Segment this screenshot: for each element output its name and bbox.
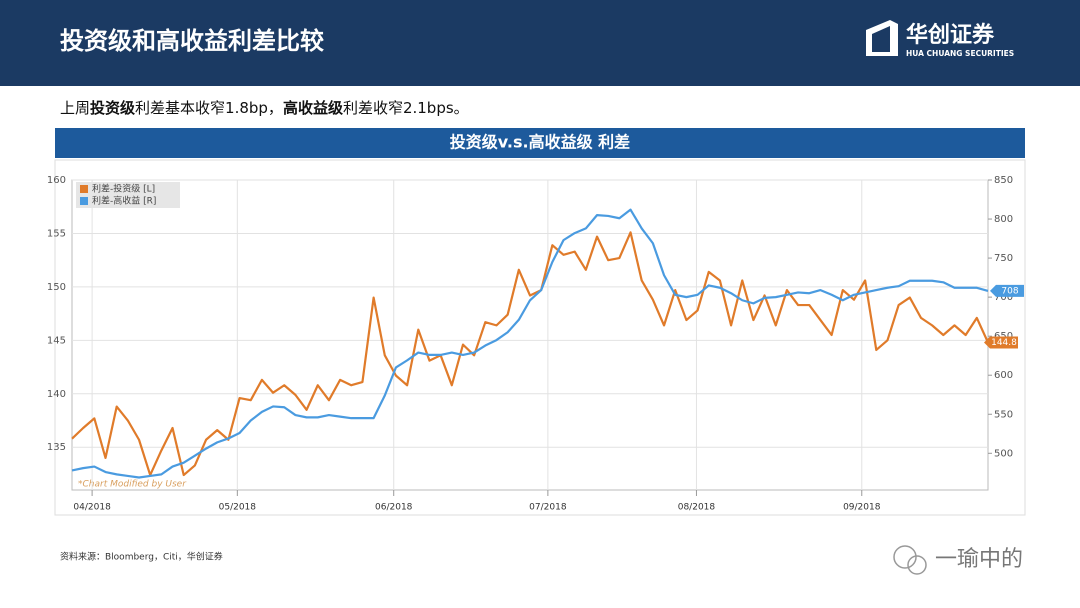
legend-box	[76, 182, 180, 208]
summary-part: 投资级	[90, 99, 136, 117]
y2-tick-label: 750	[994, 253, 1013, 264]
summary-part: 利差收窄2.1bps。	[343, 99, 469, 117]
plot: 1351401451501551605005506006507007508008…	[47, 175, 1024, 513]
legend-swatch	[80, 197, 88, 205]
chart-title: 投资级v.s.高收益级 利差	[450, 133, 630, 152]
value-tag-label: 144.8	[991, 338, 1017, 348]
y-tick-label: 135	[47, 442, 66, 453]
y2-tick-label: 700	[994, 292, 1013, 303]
legend-label: 利差-高收益 [R]	[92, 195, 156, 207]
y-tick-label: 155	[47, 228, 66, 239]
x-tick-label: 06/2018	[375, 503, 413, 513]
logo-cn: 华创证券	[906, 22, 995, 48]
summary-part: 高收益级	[283, 99, 344, 117]
x-tick-label: 04/2018	[73, 503, 111, 513]
watermark-text: 一瑜中的	[935, 547, 1023, 572]
summary-part: 利差基本收窄1.8bp，	[135, 99, 283, 117]
y2-tick-label: 600	[994, 370, 1013, 381]
summary-part: 上周	[60, 99, 90, 117]
value-tag-label: 708	[1001, 286, 1018, 296]
y-tick-label: 160	[47, 175, 66, 186]
y2-tick-label: 800	[994, 214, 1013, 225]
legend-label: 利差-投资级 [L]	[92, 183, 155, 195]
logo-en: HUA CHUANG SECURITIES	[906, 49, 1014, 58]
y-tick-label: 140	[47, 389, 66, 400]
logo: 华创证券 HUA CHUANG SECURITIES	[866, 20, 1014, 58]
x-tick-label: 08/2018	[678, 503, 716, 513]
y2-tick-label: 850	[994, 175, 1013, 186]
header-bar	[0, 0, 1080, 86]
x-tick-label: 07/2018	[529, 503, 567, 513]
value-tag	[990, 284, 1024, 297]
chart-banner	[55, 128, 1025, 158]
series-line	[71, 208, 989, 479]
y-tick-label: 145	[47, 335, 66, 346]
page-title: 投资级和高收益利差比较	[60, 27, 324, 55]
y-tick-label: 150	[47, 282, 66, 293]
summary: 上周投资级利差基本收窄1.8bp，高收益级利差收窄2.1bps。	[60, 99, 469, 117]
watermark: 一瑜中的	[893, 545, 1023, 575]
series-line	[71, 231, 990, 477]
source: 资料来源：Bloomberg，Citi，华创证券	[60, 551, 223, 563]
y2-tick-label: 500	[994, 448, 1013, 459]
chart-frame	[54, 159, 1026, 516]
value-tag	[984, 336, 1018, 349]
x-tick-label: 05/2018	[219, 503, 257, 513]
y2-tick-label: 550	[994, 409, 1013, 420]
annotation: *Chart Modified by User	[78, 480, 187, 490]
x-tick-label: 09/2018	[843, 503, 881, 513]
legend-swatch	[80, 185, 88, 193]
